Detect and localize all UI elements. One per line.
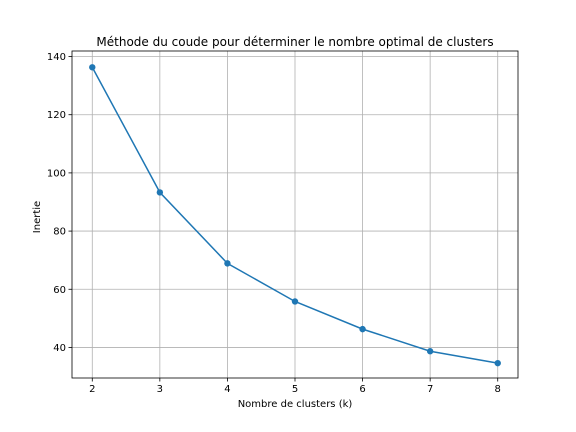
chart-title: Méthode du coude pour déterminer le nomb… [96, 35, 493, 49]
x-tick-label: 7 [427, 384, 433, 395]
series [89, 64, 501, 367]
y-tick-label: 140 [47, 52, 66, 63]
data-point [224, 260, 231, 267]
x-tick-label: 6 [359, 384, 365, 395]
y-tick-label: 100 [47, 168, 66, 179]
x-tick-label: 3 [157, 384, 163, 395]
x-tick-label: 8 [495, 384, 501, 395]
data-point [89, 64, 96, 71]
x-axis-label: Nombre de clusters (k) [238, 399, 353, 410]
data-point [156, 189, 164, 196]
y-tick-label: 40 [53, 343, 66, 354]
y-tick-label: 80 [53, 227, 66, 238]
data-point [359, 325, 366, 333]
data-point [426, 348, 434, 355]
x-tick-label: 4 [224, 384, 230, 395]
y-tick-label: 120 [47, 110, 66, 121]
x-tick-label: 5 [292, 384, 298, 395]
data-point [494, 359, 501, 367]
x-tick-label: 2 [89, 384, 95, 395]
grid [72, 51, 518, 378]
data-point [291, 298, 299, 305]
y-tick-label: 60 [53, 285, 66, 296]
ticks: 2 3 4 5 6 7 8 40 60 80 100 120 140 [47, 52, 501, 395]
y-axis-label: Inertie [32, 201, 43, 233]
